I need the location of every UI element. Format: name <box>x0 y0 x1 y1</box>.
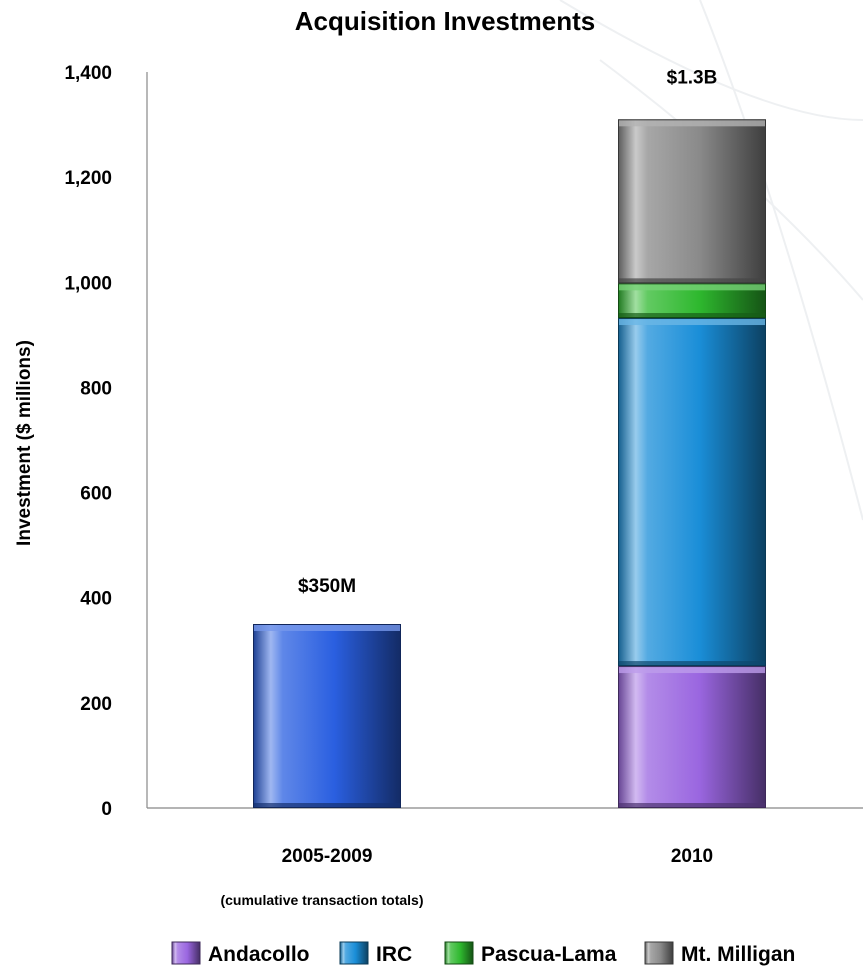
legend-label: Andacollo <box>208 943 310 966</box>
bars <box>253 119 766 808</box>
legend-item: Mt. Milligan <box>644 941 795 966</box>
y-tick-label: 0 <box>101 799 112 820</box>
y-tick-label: 1,000 <box>64 273 112 294</box>
bar-total-label: $1.3B <box>667 67 718 88</box>
y-tick-label: 1,400 <box>64 63 112 84</box>
legend-item: Andacollo <box>171 941 310 966</box>
bar-segment-irc <box>618 318 766 667</box>
bar-total-label: $350M <box>298 576 356 597</box>
y-tick-labels: 0 200 400 600 800 1,000 1,200 1,400 <box>64 63 112 820</box>
y-tick-label: 1,200 <box>64 168 112 189</box>
x-tick-label: 2005-2009 <box>282 846 373 867</box>
bar-segment <box>253 624 401 808</box>
y-tick-label: 200 <box>80 694 112 715</box>
total-labels: $350M $1.3B <box>298 67 717 597</box>
chart-title: Acquisition Investments <box>295 6 596 36</box>
legend-item: Pascua-Lama <box>444 941 617 966</box>
legend-label: IRC <box>376 943 412 966</box>
x-tick-label: 2010 <box>671 846 713 867</box>
legend-label: Mt. Milligan <box>681 943 795 966</box>
y-tick-label: 600 <box>80 484 112 505</box>
legend-swatch <box>444 941 474 965</box>
category-labels: 2005-2009 (cumulative transaction totals)… <box>220 846 713 908</box>
x-tick-sublabel: (cumulative transaction totals) <box>220 892 423 908</box>
legend: Andacollo IRC Pascua-Lama Mt. Milligan <box>171 941 795 966</box>
legend-swatch <box>339 941 369 965</box>
legend-swatch <box>644 941 674 965</box>
y-tick-label: 400 <box>80 589 112 610</box>
bar-segment-pascua-lama <box>618 283 766 319</box>
y-tick-label: 800 <box>80 378 112 399</box>
bar-segment-andacollo <box>618 666 766 808</box>
y-axis-label: Investment ($ millions) <box>14 340 35 546</box>
legend-item: IRC <box>339 941 412 966</box>
bar-segment-mt-milligan <box>618 119 766 284</box>
legend-label: Pascua-Lama <box>481 943 617 966</box>
legend-swatch <box>171 941 201 965</box>
